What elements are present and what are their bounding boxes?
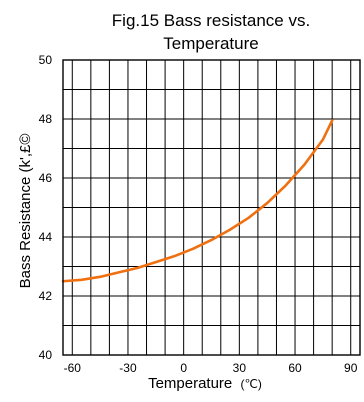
x-tick-label: -60: [64, 361, 82, 375]
x-tick-label: 0: [180, 361, 187, 375]
plot-frame: [62, 59, 361, 356]
chart-title-line-1: Fig.15 Bass resistance vs.: [112, 11, 310, 30]
y-axis-label: Bass Resistance (k',£©: [17, 134, 34, 289]
y-tick-label: 42: [39, 289, 53, 303]
y-tick-label: 44: [39, 230, 53, 244]
x-tick-label: 30: [233, 361, 247, 375]
series-line-1: [61, 119, 334, 283]
x-tick-label: -30: [119, 361, 137, 375]
tick-labels: -60 -30 0 30 60 90 40 42 44 46 48 50: [39, 53, 358, 375]
grid: [63, 60, 360, 355]
y-tick-label: 50: [39, 53, 53, 67]
series-layer: [61, 119, 334, 283]
x-axis-label-text: Temperature: [148, 375, 232, 392]
chart-title-line-2: Temperature: [163, 34, 258, 53]
x-tick-label: 90: [344, 361, 358, 375]
x-axis-unit: (℃): [240, 377, 261, 391]
x-axis-label: Temperature (℃): [148, 375, 262, 392]
y-tick-label: 40: [39, 348, 53, 362]
x-tick-label: 60: [288, 361, 302, 375]
y-tick-label: 48: [39, 112, 53, 126]
y-tick-label: 46: [39, 171, 53, 185]
